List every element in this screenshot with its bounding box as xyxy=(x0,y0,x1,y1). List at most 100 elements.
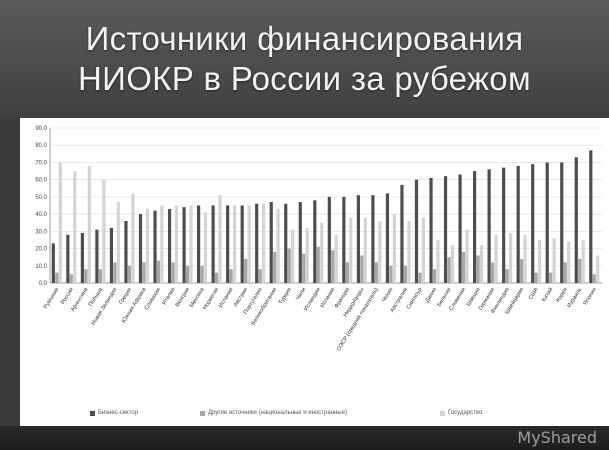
bar xyxy=(531,164,535,283)
bar xyxy=(342,196,346,283)
x-tick-label: Китай xyxy=(540,286,554,303)
bar xyxy=(189,205,193,283)
bar xyxy=(327,196,331,283)
bar xyxy=(214,272,219,283)
bar xyxy=(167,208,172,283)
y-tick-label: 40.0 xyxy=(35,212,47,218)
x-tick-label: Италия xyxy=(161,287,176,306)
bar xyxy=(156,260,161,283)
bar xyxy=(534,272,538,283)
y-tick-label: 90.0 xyxy=(35,126,47,132)
bar xyxy=(545,162,549,283)
bar xyxy=(131,193,135,283)
bar xyxy=(389,265,393,283)
bar xyxy=(102,179,106,283)
y-tick-label: 80.0 xyxy=(35,143,47,149)
legend-item: Бизнес-сектор xyxy=(90,410,138,416)
bar xyxy=(66,234,70,283)
bar xyxy=(87,165,91,283)
bar xyxy=(160,205,164,283)
bar xyxy=(197,205,201,283)
bar xyxy=(240,205,244,283)
bar xyxy=(298,202,302,283)
chart-legend: Бизнес-сектор Другие источники (националь… xyxy=(20,406,609,422)
bar xyxy=(182,207,186,283)
bar xyxy=(262,203,266,283)
bar xyxy=(244,258,248,283)
bar xyxy=(331,250,335,283)
bar xyxy=(273,252,277,283)
bar xyxy=(258,269,262,283)
bar xyxy=(392,214,396,283)
bar xyxy=(218,195,222,283)
bar xyxy=(581,239,585,283)
bar xyxy=(508,233,513,283)
y-tick-label: 20.0 xyxy=(35,247,47,253)
bar xyxy=(589,150,593,283)
bar xyxy=(269,202,273,283)
bar xyxy=(552,238,556,283)
bar xyxy=(142,262,146,283)
legend-label: Бизнес-сектор xyxy=(98,410,139,416)
bar xyxy=(95,229,99,283)
bar xyxy=(226,205,230,283)
y-tick-label: 0.0 xyxy=(39,281,48,287)
bar xyxy=(403,265,408,283)
bar xyxy=(487,169,491,283)
bar xyxy=(414,179,419,283)
bar xyxy=(563,262,567,283)
bar xyxy=(378,221,382,283)
bar xyxy=(476,255,480,283)
bar xyxy=(316,246,320,283)
bar xyxy=(407,221,411,283)
bar xyxy=(505,269,509,283)
bar xyxy=(429,177,433,283)
chart-panel: 0.0 10.0 20.0 30.0 40.0 50.0 60.0 70.0 80.0 90.0 Р… xyxy=(20,118,609,426)
bar xyxy=(494,234,498,283)
legend-label: Государство xyxy=(448,410,483,416)
bar xyxy=(232,205,237,283)
x-tick-label: Румыния xyxy=(43,287,61,310)
bar xyxy=(458,174,462,283)
bar xyxy=(450,245,455,283)
bar xyxy=(479,245,484,283)
bar xyxy=(73,171,77,283)
x-tick-label: Греция xyxy=(118,287,133,306)
legend-swatch xyxy=(440,410,445,416)
bar xyxy=(356,195,360,283)
bar xyxy=(185,265,190,283)
bar xyxy=(400,184,404,283)
bar xyxy=(84,269,88,283)
bar xyxy=(432,269,437,283)
bar xyxy=(138,214,143,283)
slide-title-line-1: Источники финансирования xyxy=(85,20,524,57)
bar xyxy=(109,227,114,283)
legend-item: Другие источники (национальные и иностра… xyxy=(200,410,347,416)
bar xyxy=(124,221,128,283)
bar xyxy=(436,239,440,283)
bar xyxy=(229,269,233,283)
y-tick-label: 60.0 xyxy=(35,178,47,184)
x-tick-label: Турция xyxy=(278,287,293,306)
bar xyxy=(447,257,451,283)
bar xyxy=(490,262,495,283)
slide-header: Источники финансирования НИОКР в России … xyxy=(0,0,609,118)
bar xyxy=(502,167,506,283)
bar xyxy=(371,195,375,283)
bar xyxy=(171,262,175,283)
y-tick-label: 70.0 xyxy=(35,160,47,166)
bar xyxy=(58,162,62,283)
bar xyxy=(574,157,578,283)
x-tick-label: Чили xyxy=(295,287,307,301)
y-tick-label: 50.0 xyxy=(35,195,47,201)
bar xyxy=(520,258,524,283)
x-tick-label: Япония xyxy=(582,287,597,307)
x-tick-label: Израиль xyxy=(567,287,584,309)
bar xyxy=(116,202,120,283)
bar xyxy=(360,255,364,283)
bar xyxy=(113,262,117,283)
bar xyxy=(418,272,422,283)
x-tick-label: Дания xyxy=(424,287,438,304)
watermark-text: MyShared xyxy=(517,428,597,447)
legend-swatch xyxy=(200,410,205,416)
